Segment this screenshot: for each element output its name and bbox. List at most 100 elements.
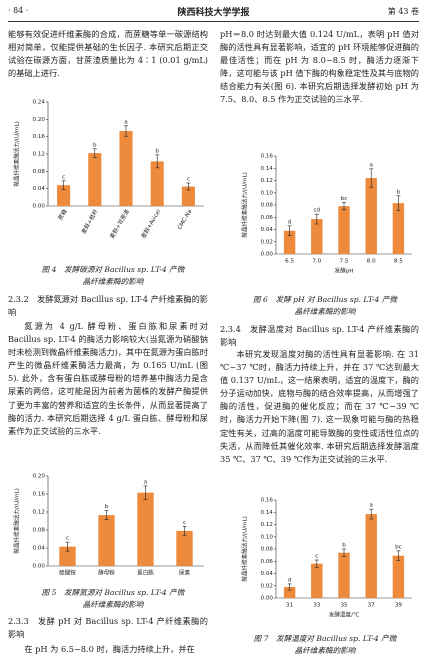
volume: 第 43 卷 bbox=[387, 7, 419, 16]
bar bbox=[181, 186, 195, 206]
y-tick-label: 0.06 bbox=[261, 559, 274, 565]
section-heading: 2.3.4 发酵温度对 Bacillus sp. LT-4 产纤维素酶的影响 bbox=[220, 324, 419, 348]
y-tick-label: 0.04 bbox=[261, 227, 274, 233]
significance-letter: b bbox=[342, 543, 346, 549]
x-tick-label: 37 bbox=[368, 603, 376, 609]
significance-letter: c bbox=[187, 177, 190, 183]
y-tick-label: 0.10 bbox=[261, 534, 274, 540]
x-tick-label: 蛋白胨 bbox=[137, 569, 154, 577]
y-tick-label: 0.02 bbox=[261, 239, 273, 245]
y-tick-label: 0.16 bbox=[33, 492, 46, 498]
bar bbox=[176, 530, 193, 566]
x-tick-label: CMC-Na bbox=[177, 209, 193, 231]
x-tick-label: 39 bbox=[395, 603, 403, 609]
paragraph: 本研究发现温度对酶的活性具有显著影响. 在 31 ℃~37 ℃时，酶活力持续上升… bbox=[220, 349, 419, 464]
significance-letter: c bbox=[183, 520, 186, 526]
y-tick-label: 0.12 bbox=[261, 178, 273, 184]
significance-letter: d bbox=[288, 577, 292, 583]
y-tick-label: 0.06 bbox=[261, 215, 274, 221]
figure-caption: 图 6 发酵 pH 对 Bacillus sp. LT-4 产微晶纤维素酶的影响 bbox=[253, 295, 397, 316]
y-tick-label: 0.12 bbox=[261, 522, 273, 528]
chart: 0.00 0.04 0.08 0.12 0.16 0.20 微晶纤维素酶活力/(U/mL) c… bbox=[13, 474, 204, 577]
significance-letter: a bbox=[144, 479, 147, 485]
x-tick-label: 酵母粉 bbox=[98, 569, 115, 577]
significance-letter: c bbox=[66, 536, 69, 542]
x-tick-label: 6.5 bbox=[285, 259, 294, 265]
y-tick-label: 0.08 bbox=[261, 547, 274, 553]
y-tick-label: 0.02 bbox=[261, 583, 273, 589]
bar bbox=[98, 515, 115, 566]
significance-letter: d bbox=[288, 219, 292, 225]
y-tick-label: 0.04 bbox=[33, 186, 46, 192]
y-tick-label: 0.10 bbox=[261, 190, 274, 196]
y-axis-label: 微晶纤维素酶活力/(U/mL) bbox=[13, 121, 21, 187]
figure-caption: 图 7 发酵温度对 Bacillus sp. LT-4 产微晶纤维素酶的影响 bbox=[253, 634, 397, 655]
paragraph: pH＝8.0 时达到最大值 0.124 U/mL，表明 pH 值对酶的活性具有显… bbox=[220, 29, 419, 105]
bar bbox=[57, 185, 71, 206]
header-rule bbox=[8, 21, 419, 22]
x-tick-label: 硫酸铵 bbox=[59, 569, 76, 577]
y-tick-label: 0.14 bbox=[261, 166, 274, 172]
y-tick-label: 0.12 bbox=[33, 152, 45, 158]
bar bbox=[119, 131, 133, 206]
y-tick-label: 0.20 bbox=[33, 474, 46, 480]
y-tick-label: 0.12 bbox=[33, 510, 45, 516]
y-tick-label: 0.16 bbox=[261, 498, 274, 504]
paragraph: 氮源为 4 g/L 酵母粉、蛋白胨和尿素时对 Bacillus sp. LT-4… bbox=[8, 321, 208, 436]
y-tick-label: 0.04 bbox=[261, 571, 274, 577]
section-heading: 2.3.2 发酵氮源对 Bacillus sp. LT-4 产纤维素酶的影响 bbox=[8, 294, 208, 318]
journal-name: 陕西科技大学学报 bbox=[177, 8, 250, 18]
y-tick-label: 0.08 bbox=[33, 169, 46, 175]
y-axis-label: 微晶纤维素酶活力/(U/mL) bbox=[13, 488, 21, 554]
bar bbox=[311, 219, 323, 254]
x-tick-label: 7.5 bbox=[340, 259, 349, 265]
significance-letter: c bbox=[62, 174, 65, 180]
y-tick-label: 0.08 bbox=[33, 528, 46, 534]
bar bbox=[88, 153, 102, 206]
x-tick-label: 31 bbox=[286, 603, 294, 609]
significance-letter: b bbox=[155, 148, 159, 154]
x-tick-label: 8.0 bbox=[367, 259, 376, 265]
x-tick-label: 7.0 bbox=[312, 259, 321, 265]
y-tick-label: 0.24 bbox=[33, 100, 46, 106]
y-tick-label: 0.00 bbox=[261, 596, 274, 602]
paragraph: 在 pH 为 6.5~8.0 时，酶活力持续上升，并在 bbox=[24, 644, 195, 654]
y-tick-label: 0.00 bbox=[33, 564, 46, 570]
bar bbox=[338, 206, 350, 254]
y-tick-label: 0.00 bbox=[261, 252, 274, 258]
y-tick-label: 0.08 bbox=[261, 203, 274, 209]
y-axis-label: 微晶纤维素酶活力/(U/mL) bbox=[241, 516, 249, 582]
x-tick-label: 麦麸+秸秆 bbox=[79, 207, 100, 235]
y-tick-label: 0.20 bbox=[33, 117, 46, 123]
bar bbox=[392, 203, 405, 254]
y-tick-label: 0.00 bbox=[33, 204, 46, 210]
significance-letter: cd bbox=[313, 208, 320, 214]
bar bbox=[283, 586, 296, 598]
y-tick-label: 0.16 bbox=[33, 134, 46, 140]
y-axis-label: 微晶纤维素酶活力/(U/mL) bbox=[241, 172, 249, 238]
bar bbox=[338, 552, 350, 598]
x-axis-label: 发酵pH bbox=[335, 267, 354, 275]
chart: 0.00 0.04 0.08 0.12 0.16 0.20 0.24 微晶纤维素酶活力/(U/… bbox=[13, 100, 204, 240]
significance-letter: bc bbox=[341, 196, 348, 202]
bar bbox=[365, 178, 377, 254]
bar bbox=[59, 546, 76, 566]
bar bbox=[137, 492, 154, 566]
significance-letter: b bbox=[397, 189, 401, 195]
x-tick-label: 麦麸+Avicel bbox=[139, 207, 162, 239]
x-tick-label: 35 bbox=[340, 603, 348, 609]
x-tick-label: 8.5 bbox=[394, 259, 403, 265]
section-heading: 2.3.3 发酵 pH 对 Bacillus sp. LT-4 产纤维素酶的影响 bbox=[8, 616, 208, 640]
bar bbox=[365, 514, 377, 598]
figure-caption: 图 5 发酵氮源对 Bacillus sp. LT-4 产微晶纤维素酶的影响 bbox=[41, 588, 185, 609]
significance-letter: a bbox=[369, 162, 372, 168]
x-tick-label: 尿素 bbox=[179, 569, 191, 577]
paragraph: 能够有效促进纤维素酶的合成，而蔗糖等单一碳源结构相对简单，仅能提供基础的生长因子… bbox=[8, 29, 208, 79]
significance-letter: a bbox=[124, 119, 127, 125]
significance-letter: c bbox=[315, 554, 318, 560]
bar bbox=[150, 161, 164, 206]
bar bbox=[392, 555, 405, 598]
chart: 0.00 0.02 0.04 0.06 0.08 0.10 0.12 0.14 0.16 微晶纤维… bbox=[241, 498, 412, 619]
y-tick-label: 0.14 bbox=[261, 510, 274, 516]
